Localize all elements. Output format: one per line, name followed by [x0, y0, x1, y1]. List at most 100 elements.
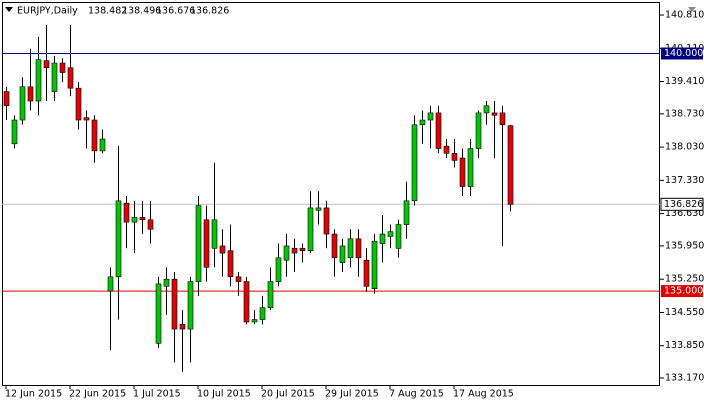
- candle-body: [163, 278, 170, 287]
- candle-body: [291, 248, 298, 254]
- candle-body: [411, 124, 418, 202]
- candle-body: [347, 238, 354, 259]
- candle-body: [155, 283, 162, 344]
- candle-body: [451, 152, 458, 161]
- candle-body: [83, 117, 90, 121]
- symbol-title: EURJPY,Daily: [17, 6, 78, 17]
- x-tick-label: 20 Jul 2015: [261, 389, 315, 400]
- candle-body: [115, 200, 122, 278]
- y-tick-label: 138.030: [665, 142, 704, 153]
- candle-body: [219, 245, 226, 254]
- candle-body: [43, 60, 50, 69]
- candle-body: [299, 248, 306, 251]
- header-open: 138.482: [88, 6, 127, 17]
- candle-body: [387, 231, 394, 237]
- candle-body: [235, 276, 242, 282]
- y-tick-label: 139.410: [665, 76, 704, 87]
- candle-body: [491, 112, 498, 116]
- candle-body: [443, 145, 450, 154]
- candle-body: [75, 87, 82, 121]
- x-tick-label: 12 Jun 2015: [5, 389, 62, 400]
- candle-body: [371, 240, 378, 289]
- candle-body: [19, 86, 26, 121]
- level-label-box: [661, 285, 703, 298]
- candle-body: [267, 281, 274, 308]
- header: EURJPY,Daily 138.482 138.496 136.676 136…: [17, 6, 229, 17]
- candle-body: [147, 219, 154, 230]
- candle-body: [427, 112, 434, 121]
- candle-body: [187, 281, 194, 330]
- x-tick-label: 17 Aug 2015: [453, 389, 514, 400]
- y-tick-label: 138.730: [665, 108, 704, 119]
- candle-body: [243, 281, 250, 323]
- plot-frame: [2, 2, 660, 386]
- candle-body: [179, 324, 186, 330]
- x-tick-label: 22 Jun 2015: [69, 389, 126, 400]
- candle-body: [459, 157, 466, 187]
- candle-body: [331, 233, 338, 259]
- header-high: 138.496: [122, 6, 161, 17]
- menu-icon: [688, 7, 696, 12]
- candle-body: [99, 138, 106, 152]
- y-tick-label: 133.850: [665, 340, 704, 351]
- candle-body: [51, 62, 58, 92]
- candle-body: [91, 119, 98, 152]
- candle-body: [131, 217, 138, 223]
- candle-body: [211, 219, 218, 249]
- y-tick-label: 135.950: [665, 240, 704, 251]
- header-low: 136.676: [156, 6, 195, 17]
- candle-body: [275, 257, 282, 282]
- candle-body: [419, 119, 426, 126]
- menu-icon: [5, 7, 13, 12]
- level-label: 140.000: [664, 48, 703, 59]
- level-label-box: [661, 47, 703, 60]
- candle-body: [339, 245, 346, 263]
- candle-body: [283, 245, 290, 261]
- candle-body: [227, 250, 234, 278]
- candle-body: [139, 217, 146, 221]
- candle-body: [123, 202, 130, 223]
- x-tick-label: 1 Jul 2015: [133, 389, 181, 400]
- price-label: 136.826: [664, 199, 703, 210]
- candle-body: [259, 307, 266, 320]
- candle-body: [35, 59, 42, 102]
- candle-body: [59, 62, 66, 73]
- candle-body: [11, 119, 18, 145]
- candle-body: [499, 112, 506, 126]
- candle-body: [403, 200, 410, 225]
- candle-body: [307, 207, 314, 251]
- level-label: 135.000: [664, 286, 703, 297]
- y-tick-label: 136.630: [665, 208, 704, 219]
- x-tick-label: 7 Aug 2015: [389, 389, 444, 400]
- y-tick-label: 140.810: [665, 10, 704, 21]
- y-tick-label: 133.170: [665, 373, 704, 384]
- candle-body: [323, 207, 330, 235]
- candle-body: [203, 219, 210, 268]
- candle-body: [507, 125, 514, 205]
- candle-body: [475, 112, 482, 149]
- candle-body: [315, 207, 322, 211]
- x-tick-label: 29 Jul 2015: [325, 389, 379, 400]
- candle-body: [363, 259, 370, 287]
- candle-body: [67, 67, 74, 89]
- candle-body: [435, 112, 442, 149]
- header-close: 136.826: [190, 6, 229, 17]
- candle-body: [379, 233, 386, 244]
- candle-body: [107, 276, 114, 292]
- candle-body: [355, 238, 362, 259]
- candle-body: [251, 319, 258, 323]
- candle-body: [467, 148, 474, 187]
- candle-body: [27, 86, 34, 102]
- y-tick-label: 135.250: [665, 274, 704, 285]
- price-label-box: [660, 197, 704, 211]
- x-tick-label: 10 Jul 2015: [197, 389, 251, 400]
- y-tick-label: 137.330: [665, 175, 704, 186]
- y-tick-label: 134.550: [665, 307, 704, 318]
- candle-body: [395, 224, 402, 249]
- candle-body: [3, 91, 10, 107]
- candle-body: [483, 105, 490, 114]
- candle-body: [171, 278, 178, 330]
- candle-body: [195, 205, 202, 282]
